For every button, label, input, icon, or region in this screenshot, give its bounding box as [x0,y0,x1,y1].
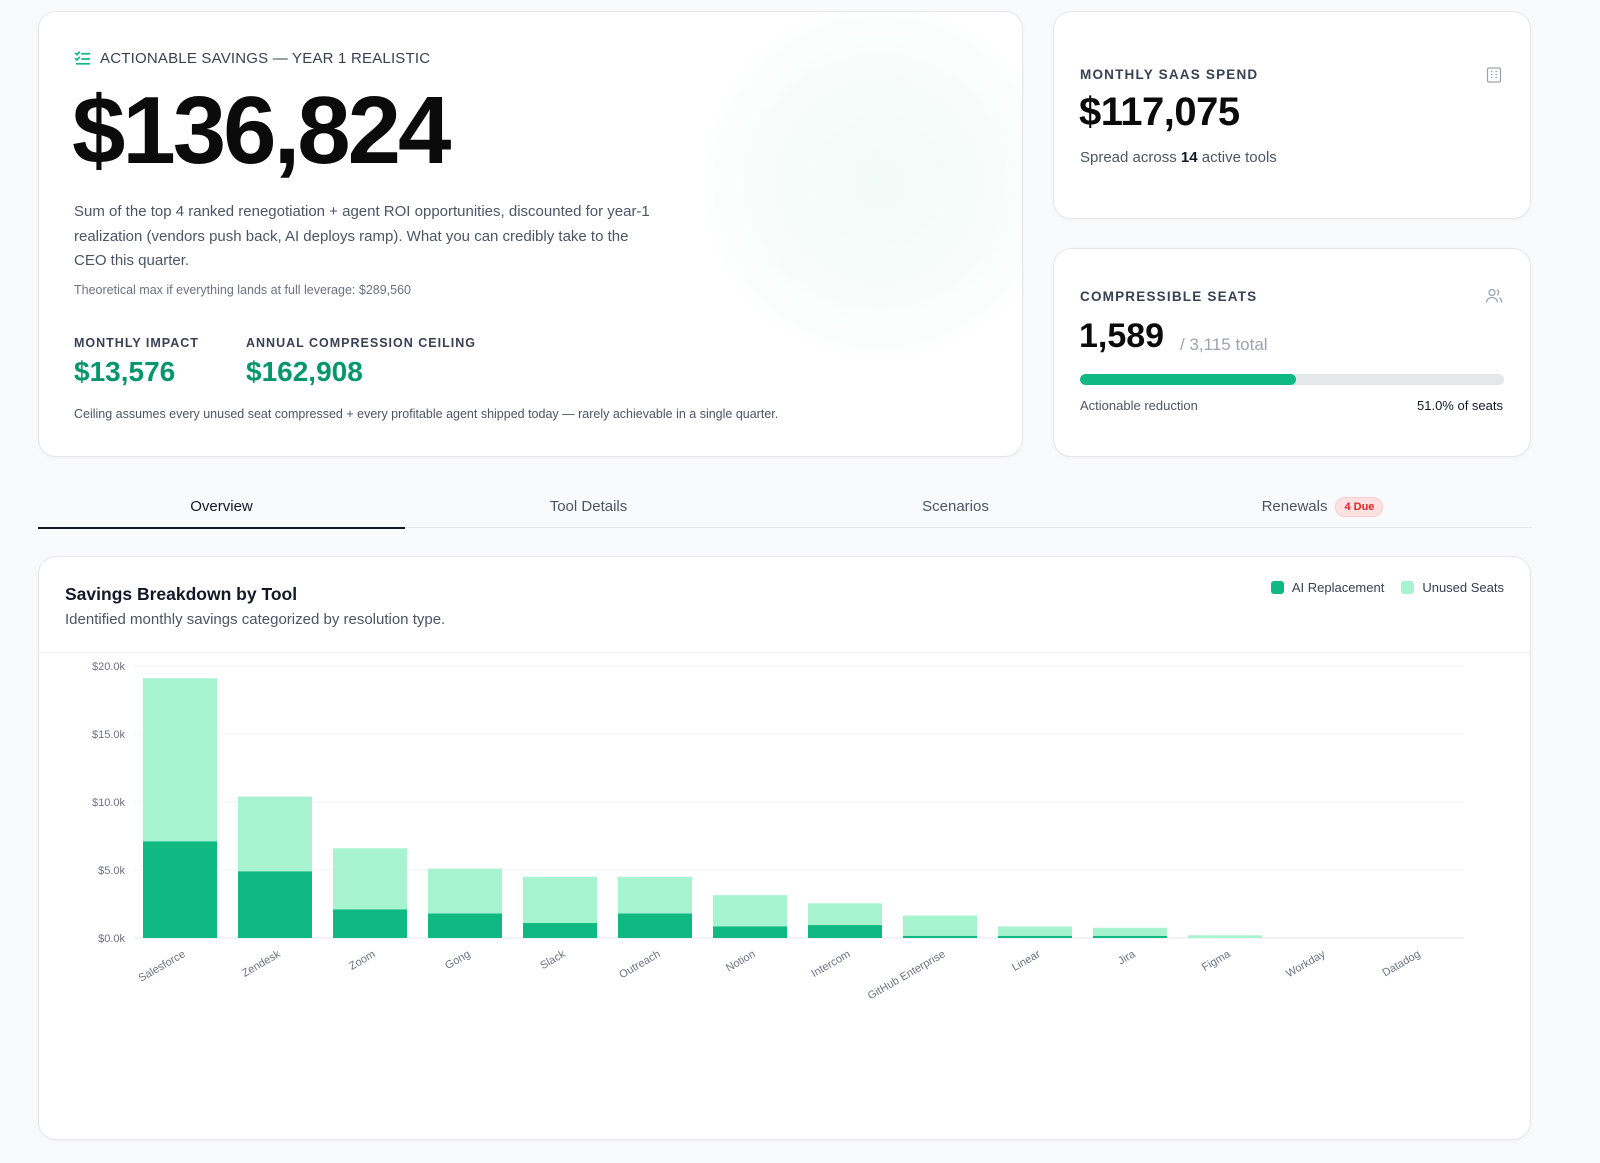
seat-percentage-caption: 51.0% of seats [1417,398,1503,413]
tab-tool-details-label: Tool Details [549,498,628,515]
y-tick-label: $15.0k [92,729,126,741]
actionable-savings-card: ACTIONABLE SAVINGS — YEAR 1 REALISTIC $1… [38,11,1023,457]
bar-ai-replacement [428,913,502,938]
bar-unused-seats [428,868,502,914]
y-tick-label: $5.0k [98,865,125,877]
x-tick-label: Jira [1116,948,1138,968]
actionable-savings-value: $136,824 [72,77,451,184]
legend-item-unused-seats[interactable]: Unused Seats [1401,580,1504,595]
bar-unused-seats [1188,935,1262,938]
bar-ai-replacement [333,909,407,938]
tab-renewals-label: Renewals [1261,498,1328,515]
monthly-impact-value: $13,576 [74,356,176,387]
spend-subtext-suffix: active tools [1201,149,1277,166]
x-tick-label: Gong [443,948,472,972]
legend-label-unused-seats: Unused Seats [1422,580,1504,595]
bar-unused-seats [618,876,692,914]
x-tick-label: GitHub Enterprise [866,948,948,1002]
x-tick-label: Intercom [809,948,852,980]
bar-ai-replacement [903,935,977,938]
renewals-due-badge: 4 Due [1335,496,1384,517]
monthly-saas-spend-label: MONTHLY SAAS SPEND [1080,67,1259,82]
legend-item-ai-replacement[interactable]: AI Replacement [1270,580,1385,595]
x-tick-label: Datadog [1380,948,1422,979]
chart-title: Savings Breakdown by Tool [65,584,298,604]
total-seats-text: / 3,115 total [1180,335,1268,354]
y-tick-label: $0.0k [98,933,125,945]
bar-ai-replacement [713,926,787,938]
x-tick-label: Slack [538,948,568,972]
annual-ceiling-label: ANNUAL COMPRESSION CEILING [246,336,476,350]
actionable-savings-description: Sum of the top 4 ranked renegotiation + … [74,203,650,269]
decorative-glow [689,12,1022,362]
compressible-seats-label: COMPRESSIBLE SEATS [1080,289,1258,304]
legend-label-ai-replacement: AI Replacement [1291,580,1385,595]
x-tick-label: Notion [724,948,758,974]
tab-scenarios-label: Scenarios [922,498,989,515]
users-icon [1485,288,1503,303]
bar-unused-seats [998,926,1072,936]
tab-bar: Overview Tool Details Scenarios Renewals… [38,486,1532,529]
x-tick-label: Zoom [347,948,377,972]
tab-tool-details[interactable]: Tool Details [405,486,772,527]
building-icon [1486,67,1502,83]
actionable-reduction-caption: Actionable reduction [1080,398,1198,413]
x-tick-label: Figma [1200,948,1233,974]
monthly-saas-spend-card: MONTHLY SAAS SPEND $117,075 Spread acros… [1053,11,1531,219]
checklist-icon [74,51,91,65]
bar-ai-replacement [238,871,312,938]
compressible-seats-card: COMPRESSIBLE SEATS 1,589 / 3,115 total A… [1053,248,1531,457]
tab-scenarios[interactable]: Scenarios [772,486,1139,527]
tab-renewals[interactable]: Renewals 4 Due [1139,486,1506,527]
bar-ai-replacement [998,935,1072,938]
bar-unused-seats [713,895,787,927]
x-tick-label: Salesforce [136,948,187,984]
bar-ai-replacement [1093,935,1167,938]
seat-reduction-progress-fill [1080,374,1297,385]
bar-unused-seats [333,848,407,910]
theoretical-max-text: Theoretical max if everything lands at f… [74,283,411,297]
bar-ai-replacement [808,925,882,938]
monthly-impact-label: MONTHLY IMPACT [74,336,199,350]
spend-subtext-prefix: Spread across [1080,149,1177,166]
actionable-savings-label: ACTIONABLE SAVINGS — YEAR 1 REALISTIC [74,50,430,67]
ceiling-note: Ceiling assumes every unused seat compre… [74,407,779,421]
bar-ai-replacement [523,923,597,938]
bar-ai-replacement [143,841,217,938]
bar-unused-seats [238,796,312,872]
y-tick-label: $20.0k [92,661,126,673]
bar-ai-replacement [618,913,692,938]
x-tick-label: Linear [1010,948,1043,974]
bar-unused-seats [808,903,882,926]
active-tools-count: 14 [1180,149,1198,166]
chart-subtitle: Identified monthly savings categorized b… [65,611,446,628]
tab-overview-label: Overview [190,498,253,515]
tab-overview[interactable]: Overview [38,486,405,529]
legend-swatch-unused-seats [1401,581,1415,594]
bar-unused-seats [1093,927,1167,936]
monthly-saas-spend-value: $117,075 [1079,90,1240,134]
x-tick-label: Zendesk [240,948,283,980]
chart-legend: AI Replacement Unused Seats [1270,580,1504,595]
savings-bar-chart: $0.0k $5.0k $10.0k $15.0k $20.0k Salesforce Ze… [92,661,1464,1002]
bar-unused-seats [143,678,217,842]
chart-divider [39,652,1530,653]
savings-breakdown-card: Savings Breakdown by Tool Identified mon… [38,556,1531,1140]
actionable-savings-label-text: ACTIONABLE SAVINGS — YEAR 1 REALISTIC [100,50,431,67]
seat-reduction-progress-track [1080,374,1504,385]
compressible-seats-value: 1,589 [1079,317,1165,355]
spend-subtext: Spread across 14 active tools [1080,149,1277,166]
annual-ceiling-value: $162,908 [246,356,363,387]
legend-swatch-ai-replacement [1270,581,1284,594]
bar-unused-seats [903,915,977,936]
y-tick-label: $10.0k [92,797,126,809]
x-tick-label: Outreach [617,948,662,981]
bar-unused-seats [523,876,597,924]
x-tick-label: Workday [1284,948,1328,980]
